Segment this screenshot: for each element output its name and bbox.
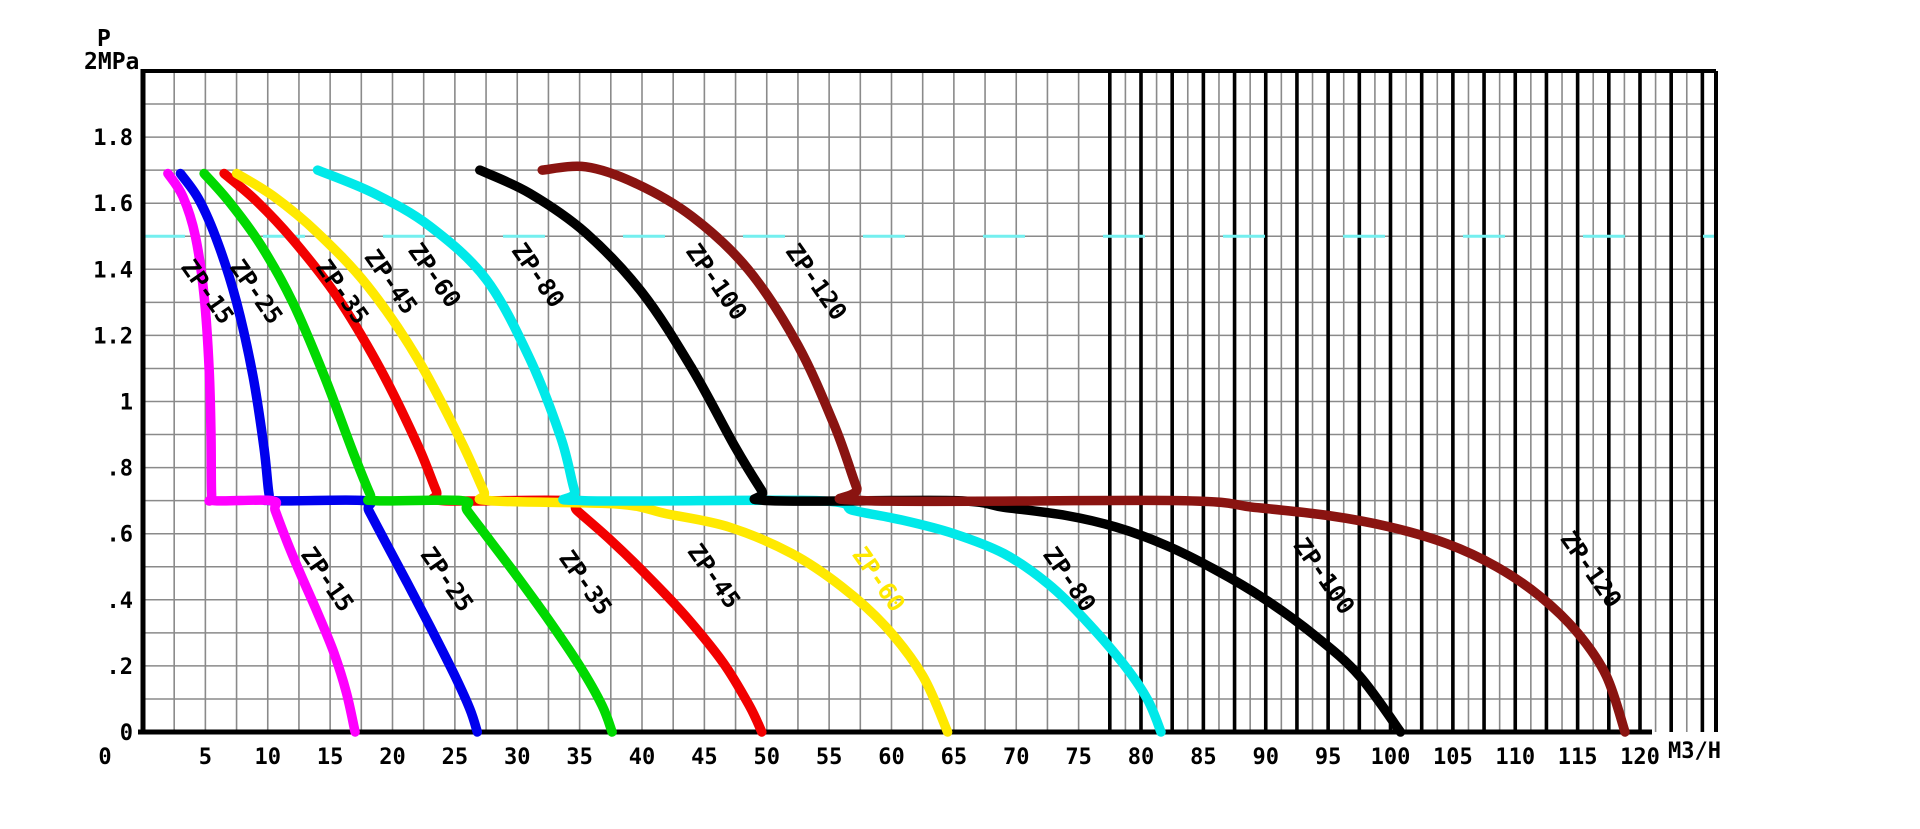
x-tick-label: 85 — [1190, 745, 1217, 770]
x-tick-label: 90 — [1253, 745, 1280, 770]
y-tick-label: 1.4 — [93, 258, 133, 283]
y-tick-label: 0 — [120, 721, 133, 746]
x-tick-label: 50 — [754, 745, 781, 770]
curve-label-upper-zp-120: ZP-120 — [780, 238, 853, 325]
curve-label-lower-zp-35: ZP-35 — [553, 545, 617, 620]
x-tick-label: 40 — [629, 745, 656, 770]
x-tick-label: 105 — [1433, 745, 1473, 770]
curve-label-upper-zp-100: ZP-100 — [680, 238, 753, 325]
curve-zp-45 — [219, 168, 767, 737]
x-tick-label: 5 — [199, 745, 212, 770]
y-tick-label: .8 — [107, 457, 134, 482]
x-axis-unit-label: M3/H — [1668, 739, 1721, 764]
y-tick-label: .6 — [107, 523, 134, 548]
y-tick-label: 1 — [120, 391, 133, 416]
y-tick-label: 1.6 — [93, 192, 133, 217]
y-axis-title-pressure: P — [97, 26, 111, 52]
x-tick-label: 80 — [1128, 745, 1155, 770]
x-tick-label: 20 — [379, 745, 406, 770]
curve-label-lower-zp-45: ZP-45 — [682, 539, 746, 614]
x-tick-label: 15 — [317, 745, 344, 770]
x-tick-label: 75 — [1065, 745, 1092, 770]
x-tick-label: 35 — [566, 745, 593, 770]
x-tick-label: 65 — [941, 745, 968, 770]
x-tick-label: 10 — [255, 745, 282, 770]
x-tick-label: 60 — [878, 745, 905, 770]
x-tick-label: 110 — [1495, 745, 1535, 770]
y-tick-label: 1.8 — [93, 126, 133, 151]
x-tick-label: 55 — [816, 745, 843, 770]
x-tick-label: 70 — [1003, 745, 1030, 770]
y-axis-unit-label: 2MPa — [84, 49, 140, 75]
x-tick-label: 0 — [98, 745, 111, 770]
x-tick-label: 30 — [504, 745, 531, 770]
y-tick-label: 1.2 — [93, 324, 133, 349]
y-tick-label: .4 — [107, 589, 134, 614]
curve-zp-35 — [199, 168, 617, 737]
curve-zp-15 — [163, 168, 360, 737]
x-tick-label: 115 — [1558, 745, 1598, 770]
x-tick-label: 45 — [691, 745, 718, 770]
x-tick-label: 25 — [442, 745, 469, 770]
x-tick-label: 100 — [1371, 745, 1411, 770]
x-tick-label: 120 — [1620, 745, 1660, 770]
curve-zp-100 — [475, 165, 1406, 737]
curve-zp-120 — [537, 161, 1630, 737]
x-tick-label: 95 — [1315, 745, 1342, 770]
curve-zp-60 — [231, 168, 953, 737]
y-tick-label: .2 — [107, 655, 134, 680]
curve-zp-25 — [175, 168, 483, 737]
curve-label-lower-zp-60: ZP-60 — [846, 542, 910, 617]
